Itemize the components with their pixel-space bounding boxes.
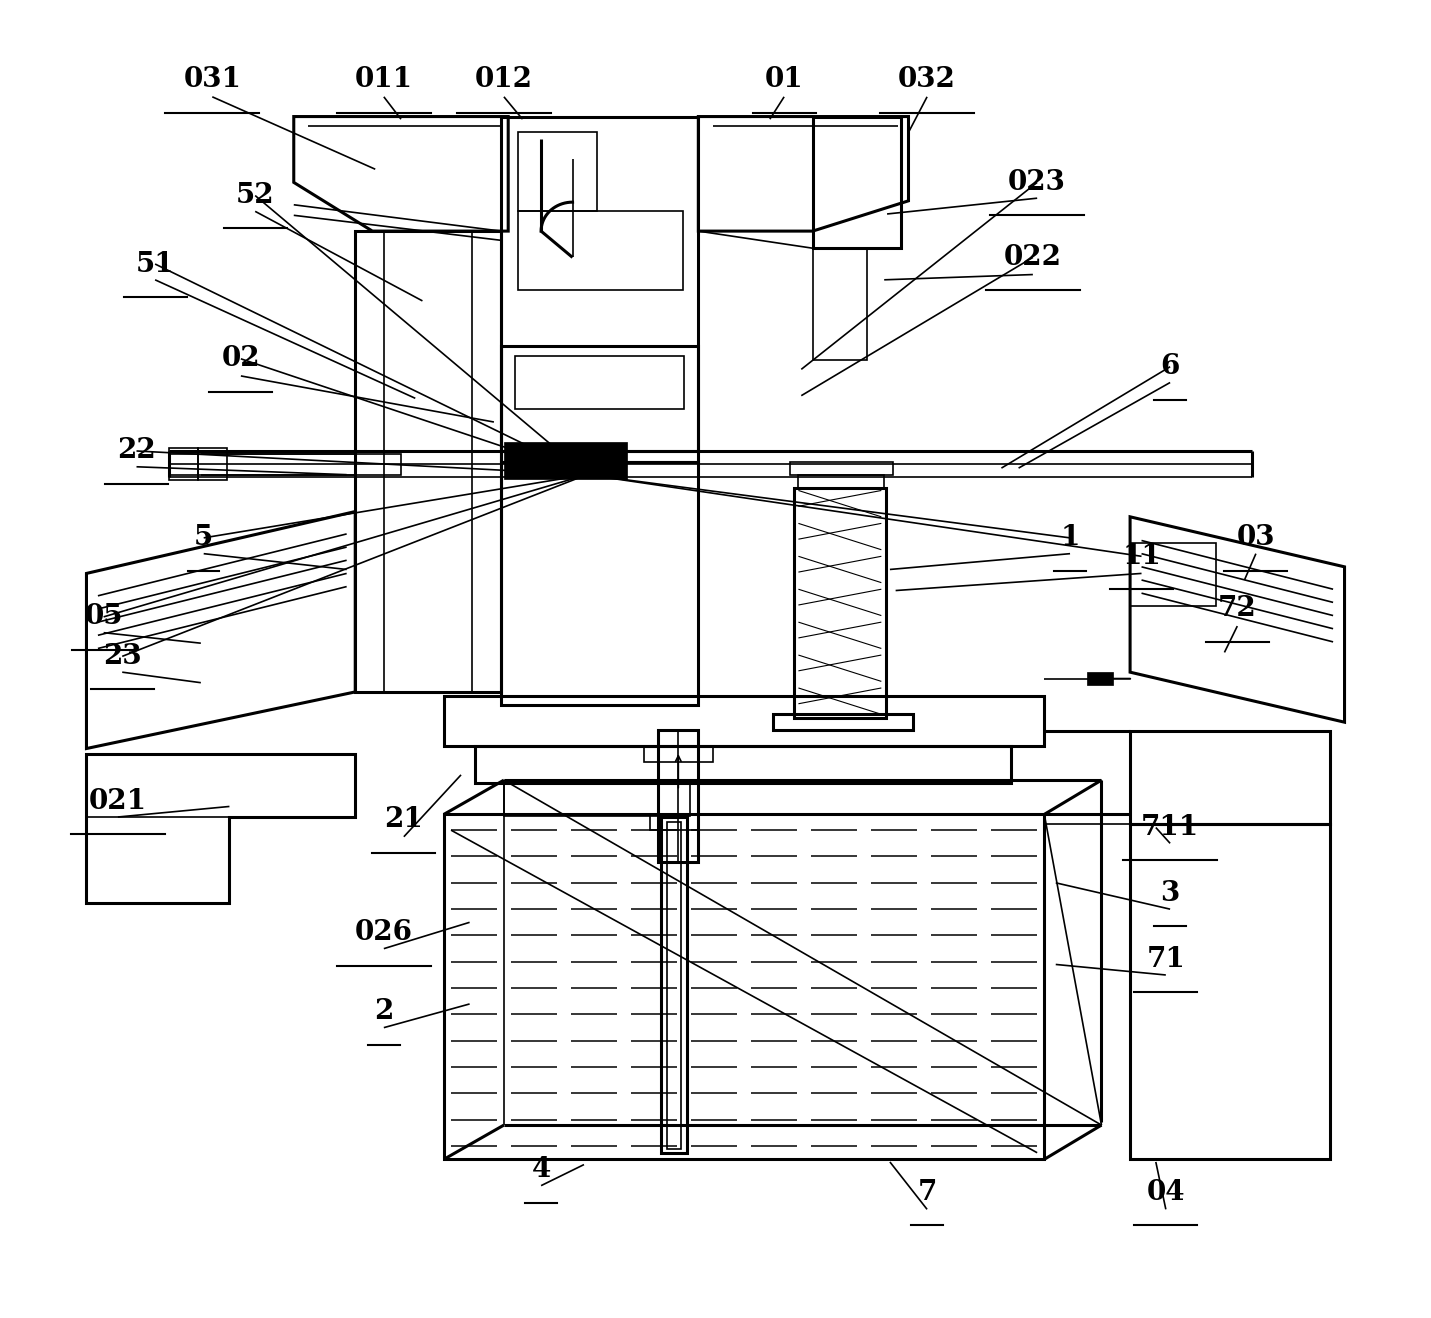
- Bar: [501, 345, 698, 451]
- Text: 032: 032: [899, 66, 956, 94]
- Bar: [1130, 824, 1331, 1160]
- Text: 6: 6: [1161, 353, 1179, 380]
- Polygon shape: [1130, 517, 1345, 722]
- Polygon shape: [698, 116, 909, 231]
- Text: 012: 012: [475, 66, 532, 94]
- Text: 7: 7: [917, 1178, 937, 1206]
- Bar: [1088, 672, 1113, 685]
- Bar: [667, 822, 681, 1149]
- Bar: [658, 730, 698, 862]
- Text: 72: 72: [1218, 596, 1256, 622]
- Polygon shape: [293, 116, 508, 231]
- Text: 71: 71: [1146, 946, 1185, 973]
- Text: 11: 11: [1122, 543, 1161, 569]
- Bar: [813, 248, 867, 360]
- Text: 23: 23: [103, 643, 142, 670]
- Bar: [518, 211, 683, 290]
- Polygon shape: [86, 511, 355, 749]
- Bar: [504, 783, 690, 816]
- Bar: [501, 116, 698, 461]
- Text: 04: 04: [1146, 1178, 1185, 1206]
- Text: 21: 21: [385, 807, 424, 833]
- Text: 711: 711: [1141, 815, 1199, 841]
- Text: 023: 023: [1009, 169, 1066, 196]
- Bar: [475, 746, 1012, 783]
- Bar: [169, 448, 197, 480]
- Bar: [790, 461, 893, 474]
- Bar: [169, 453, 401, 474]
- Text: 03: 03: [1236, 525, 1275, 551]
- Bar: [197, 448, 226, 480]
- Text: 011: 011: [355, 66, 412, 94]
- Text: 022: 022: [1005, 244, 1062, 272]
- Text: 1: 1: [1060, 525, 1080, 551]
- Text: 22: 22: [117, 438, 156, 464]
- Text: 026: 026: [355, 920, 412, 946]
- Bar: [355, 231, 501, 692]
- Text: 01: 01: [764, 66, 803, 94]
- Polygon shape: [86, 754, 355, 903]
- Bar: [444, 815, 1045, 1160]
- Text: 021: 021: [89, 788, 147, 815]
- Bar: [504, 442, 627, 478]
- Text: 52: 52: [236, 182, 275, 210]
- Text: 031: 031: [183, 66, 242, 94]
- Text: 05: 05: [84, 604, 123, 630]
- Bar: [1130, 543, 1216, 606]
- Bar: [444, 696, 1045, 746]
- Bar: [798, 474, 884, 488]
- Bar: [813, 116, 902, 248]
- Bar: [773, 714, 913, 730]
- Text: 51: 51: [136, 250, 175, 278]
- Bar: [644, 746, 713, 762]
- Text: 3: 3: [1161, 880, 1179, 907]
- Bar: [515, 356, 684, 409]
- Text: 02: 02: [222, 345, 260, 372]
- Text: 5: 5: [195, 525, 213, 551]
- Bar: [501, 461, 698, 705]
- Bar: [1130, 731, 1331, 824]
- Text: 2: 2: [373, 998, 394, 1025]
- Bar: [661, 817, 687, 1153]
- Text: 4: 4: [531, 1156, 551, 1184]
- Bar: [794, 488, 886, 718]
- Bar: [650, 815, 698, 830]
- Bar: [518, 132, 597, 211]
